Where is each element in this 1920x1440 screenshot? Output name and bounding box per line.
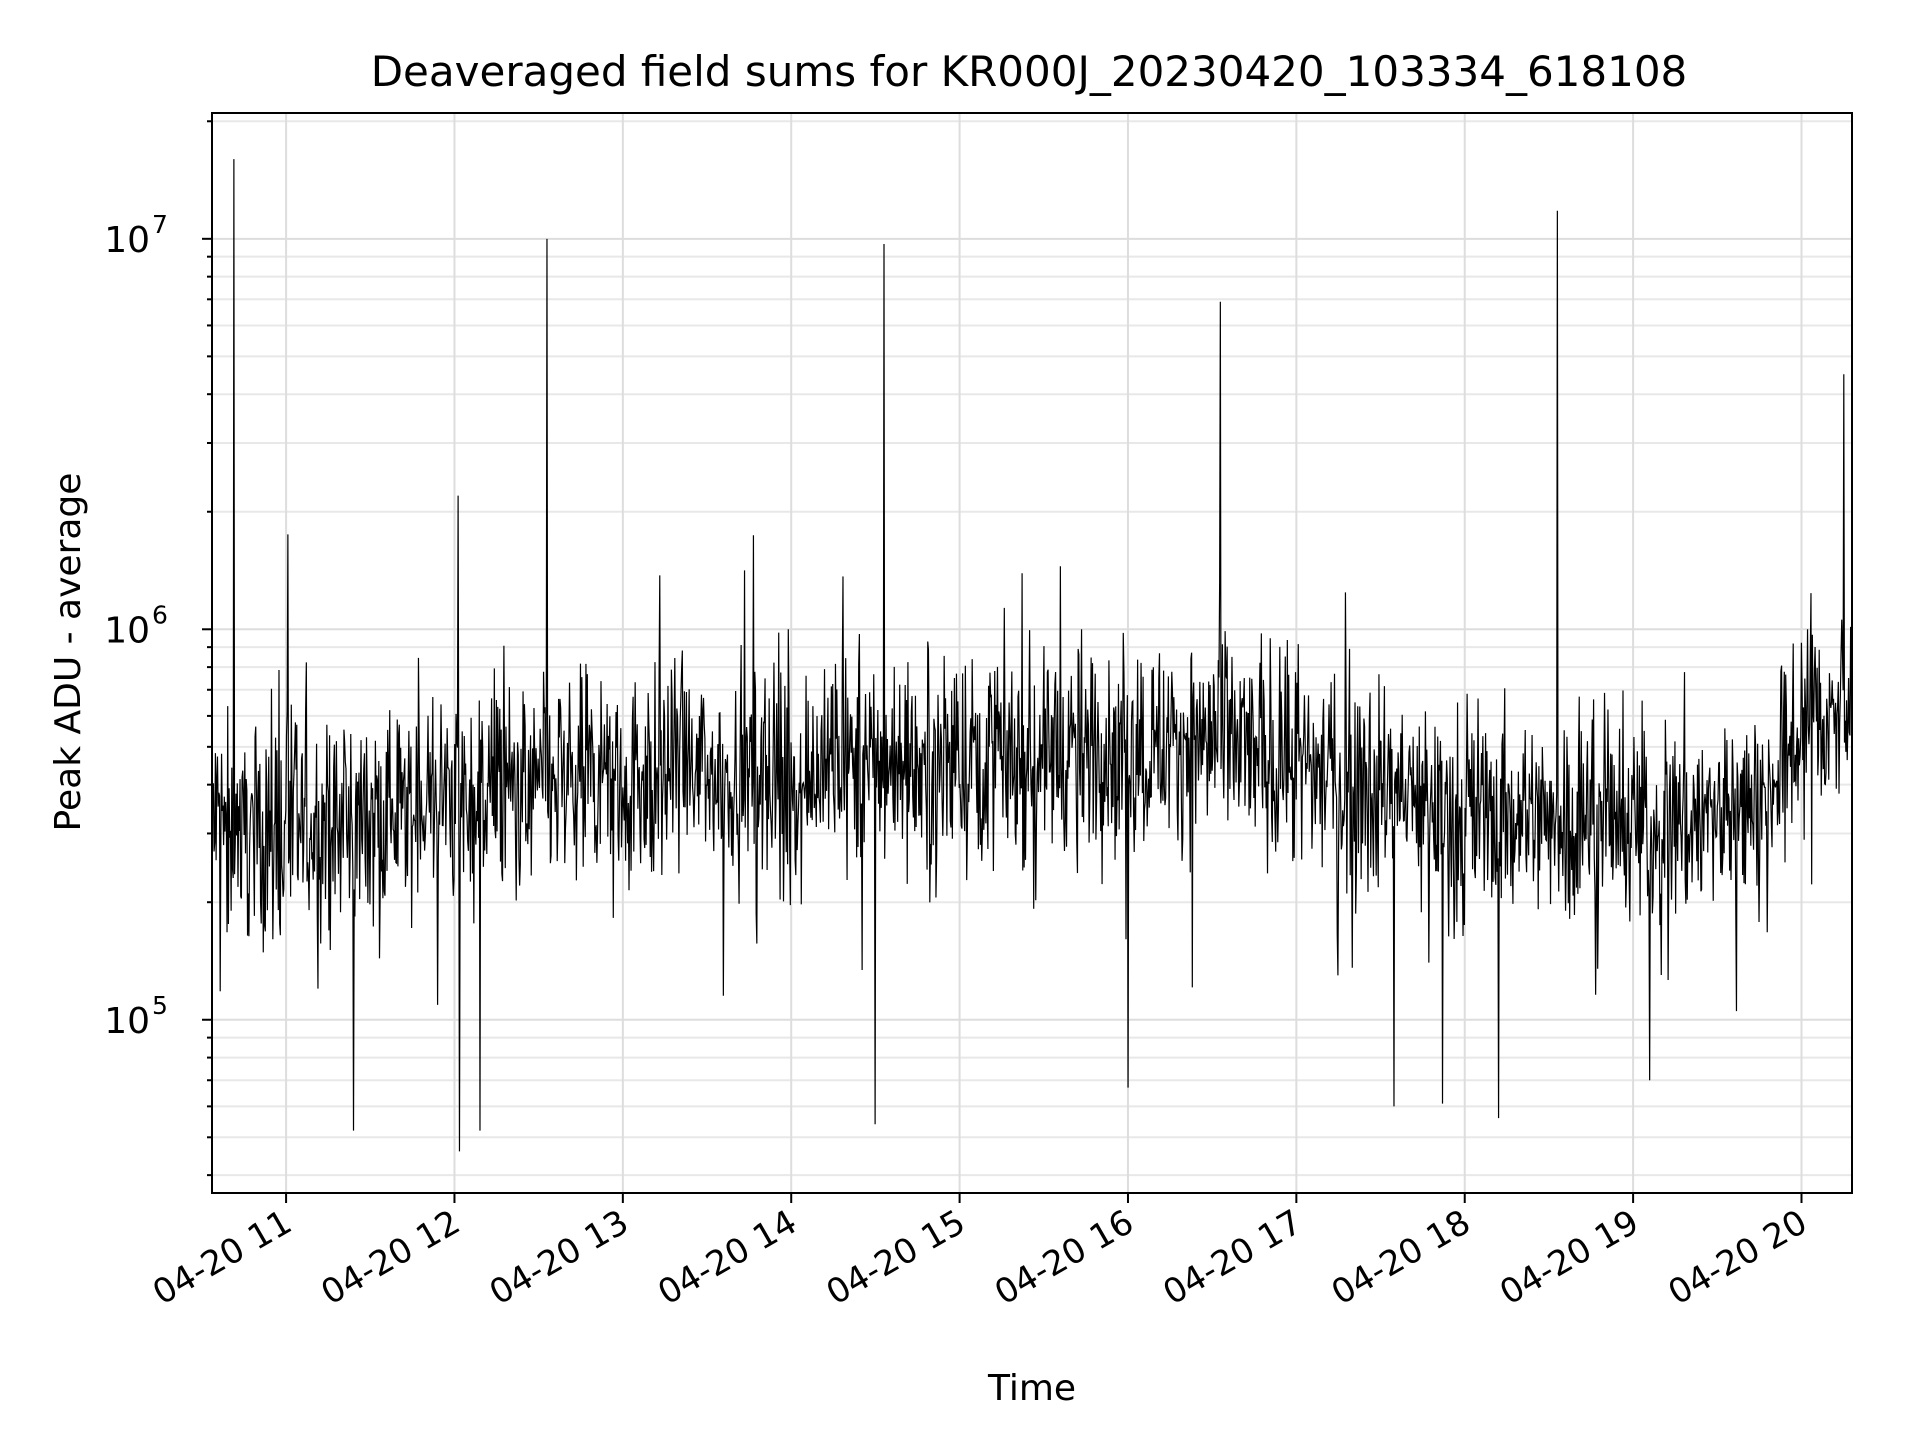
y-tick-base: 10 (104, 610, 150, 651)
axes-frame (211, 112, 1853, 1194)
x-axis-label: Time (987, 1368, 1076, 1409)
y-axis-label: Peak ADU - average (48, 473, 89, 832)
series-line-peak-adu (212, 159, 1852, 1152)
chart-title: Deaveraged field sums for KR000J_2023042… (371, 47, 1688, 96)
y-tick-base: 10 (104, 220, 150, 261)
major-gridlines (212, 113, 1852, 1193)
y-tick-exponent: 5 (152, 991, 168, 1020)
y-tick-base: 10 (104, 1001, 150, 1042)
y-tick-label: 10 (104, 610, 150, 651)
y-tick-label: 10 (104, 220, 150, 261)
y-tick-exponent: 7 (152, 210, 168, 239)
y-tick-exponent: 6 (152, 600, 168, 629)
y-tick-label: 10 (104, 1001, 150, 1042)
plot-area (212, 159, 1852, 1152)
